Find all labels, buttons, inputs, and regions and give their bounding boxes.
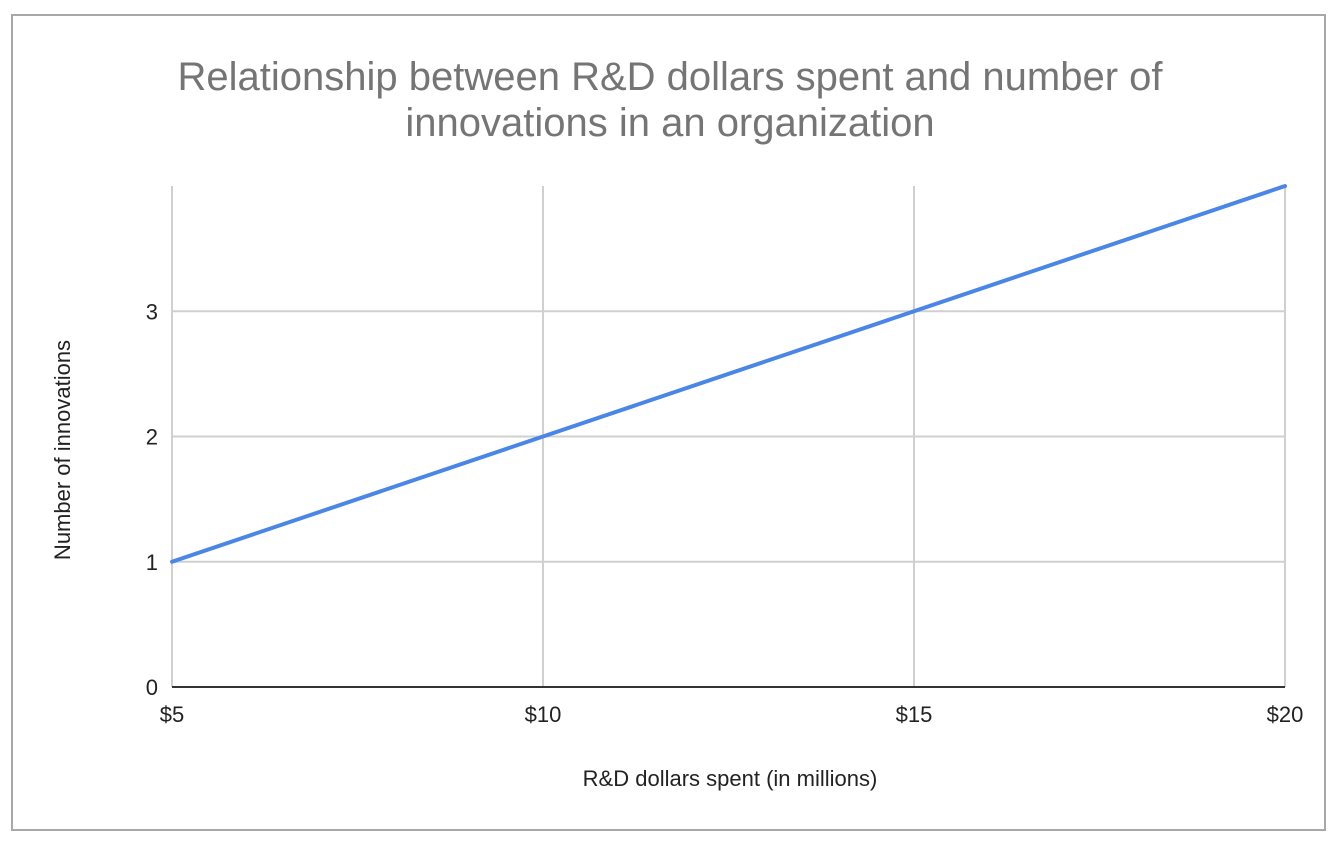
y-tick-label-3: 3 [146, 299, 158, 324]
x-tick-label-0: $5 [160, 702, 184, 727]
series-line-0 [170, 184, 1287, 564]
x-axis-title: R&D dollars spent (in millions) [583, 766, 878, 791]
x-tick-labels: $5 $10 $15 $20 [160, 702, 1304, 727]
x-tick-label-2: $15 [896, 702, 933, 727]
series-layer [170, 184, 1287, 564]
y-axis-title: Number of innovations [50, 340, 75, 560]
y-tick-label-0: 0 [146, 675, 158, 700]
chart-title-line-2: innovations in an organization [405, 101, 935, 145]
y-tick-labels: 0 1 2 3 [146, 299, 158, 700]
gridlines [171, 186, 1286, 687]
y-tick-label-2: 2 [146, 425, 158, 450]
chart-frame [11, 14, 1326, 831]
x-tick-label-3: $20 [1267, 702, 1304, 727]
chart-title-line-1: Relationship between R&D dollars spent a… [177, 55, 1163, 99]
x-tick-label-1: $10 [525, 702, 562, 727]
chart-title: Relationship between R&D dollars spent a… [0, 54, 1340, 146]
y-tick-label-1: 1 [146, 550, 158, 575]
